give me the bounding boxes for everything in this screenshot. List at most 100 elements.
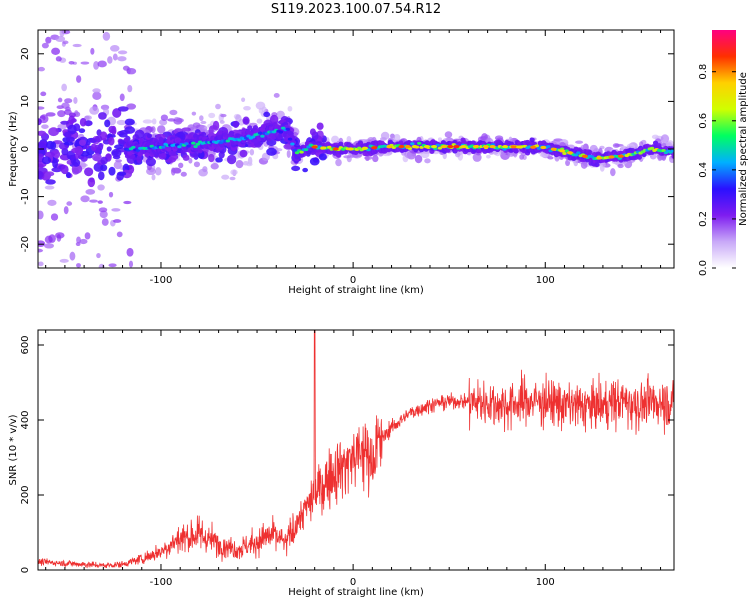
spectrogram-cell bbox=[302, 167, 309, 173]
spectrogram-cell bbox=[180, 171, 187, 177]
spectrogram-cell bbox=[562, 151, 567, 155]
spectrogram-cell bbox=[266, 147, 277, 156]
spectrogram-cell bbox=[41, 156, 52, 165]
spectrogram-cell bbox=[144, 152, 150, 158]
spectrogram-cell bbox=[193, 145, 198, 149]
spectrogram-cell bbox=[84, 167, 94, 177]
spectrogram-cell bbox=[78, 128, 86, 134]
spectrogram-cell bbox=[73, 96, 78, 104]
spectrogram-cell bbox=[286, 149, 291, 158]
spectrogram-cell bbox=[546, 144, 551, 148]
spectrogram-cell bbox=[294, 151, 300, 155]
spectrogram-cell bbox=[44, 171, 55, 177]
spectrogram-cell bbox=[239, 149, 248, 158]
spectrogram-peak bbox=[447, 145, 454, 149]
spectrogram-cell bbox=[246, 162, 253, 167]
spectrogram-cell bbox=[335, 158, 342, 167]
spectrogram-cell bbox=[61, 148, 69, 156]
spectrogram-cell bbox=[261, 106, 267, 113]
colorbar-tick-label: 0.2 bbox=[698, 211, 709, 227]
spectrogram-cell bbox=[417, 141, 422, 145]
spectrogram-cell bbox=[89, 199, 98, 203]
spectrogram-cell bbox=[155, 167, 162, 176]
spectrogram-cell bbox=[76, 75, 82, 83]
spectrogram-cell bbox=[158, 137, 164, 142]
spectrogram-peak bbox=[440, 145, 447, 149]
spectrogram-cell bbox=[316, 122, 324, 130]
spectrogram-y-tick-label: 10 bbox=[20, 95, 31, 108]
spectrogram-cell bbox=[191, 111, 197, 116]
spectrogram-cell bbox=[198, 168, 208, 177]
spectrogram-peak bbox=[320, 146, 327, 150]
spectrogram-cell bbox=[331, 135, 340, 144]
spectrogram-cell bbox=[318, 153, 327, 161]
spectrogram-cell bbox=[670, 149, 674, 153]
spectrogram-cell bbox=[80, 195, 90, 203]
spectrogram-cell bbox=[48, 127, 60, 137]
spectrogram-cell bbox=[304, 148, 309, 152]
spectrogram-cell bbox=[197, 148, 203, 154]
spectrogram-cell bbox=[44, 185, 55, 190]
snr-y-tick-label: 0 bbox=[20, 567, 31, 573]
spectrogram-cell bbox=[380, 131, 390, 140]
spectrogram-cell bbox=[261, 152, 270, 162]
spectrogram-cell bbox=[145, 157, 156, 167]
spectrogram-cell bbox=[242, 116, 250, 125]
snr-plot-frame bbox=[37, 329, 675, 571]
spectrogram-cell bbox=[671, 154, 674, 159]
spectrogram-cell bbox=[44, 243, 55, 249]
colorbar-label: Normalized spectral amplitude bbox=[738, 72, 749, 226]
spectrogram-peak bbox=[386, 145, 393, 149]
snr-x-tick-label: -100 bbox=[150, 577, 173, 588]
snr-y-tick-label: 600 bbox=[20, 335, 31, 354]
spectrogram-cell bbox=[47, 199, 57, 206]
spectrogram-cell bbox=[221, 174, 230, 180]
spectrogram-y-tick-label: 20 bbox=[20, 47, 31, 60]
spectrogram-cell bbox=[171, 150, 177, 156]
spectrogram-cell bbox=[260, 123, 267, 129]
spectrogram-cell bbox=[252, 125, 259, 130]
chart-title: S119.2023.100.07.54.R12 bbox=[270, 2, 442, 17]
spectrogram-cell bbox=[160, 114, 169, 121]
spectrogram-peak bbox=[489, 145, 496, 149]
spectrogram-cell bbox=[547, 156, 554, 160]
spectrogram-cell bbox=[636, 154, 643, 160]
spectrogram-cell bbox=[151, 174, 156, 181]
spectrogram-cell bbox=[580, 144, 587, 150]
spectrogram-cell bbox=[97, 184, 105, 191]
spectrogram-cell bbox=[80, 61, 90, 65]
spectrogram-cell bbox=[38, 210, 44, 220]
spectrogram-cell bbox=[157, 125, 166, 134]
spectrogram-cell bbox=[639, 141, 644, 148]
spectrogram-cell bbox=[123, 137, 129, 143]
spectrogram-cell bbox=[124, 118, 135, 126]
spectrogram-cell bbox=[108, 136, 115, 146]
spectrogram-blobs bbox=[38, 30, 674, 268]
spectrogram-y-tick-label: -20 bbox=[20, 236, 31, 252]
spectrogram-cell bbox=[166, 147, 172, 152]
spectrogram-cell bbox=[87, 177, 96, 188]
spectrogram-peak bbox=[411, 145, 418, 149]
spectrogram-cell bbox=[63, 131, 72, 138]
spectrogram-cell bbox=[93, 60, 100, 70]
spectrogram-cell bbox=[38, 240, 46, 247]
spectrogram-cell bbox=[228, 130, 234, 136]
spectrogram-cell bbox=[97, 200, 103, 204]
spectrogram-cell bbox=[131, 145, 136, 149]
spectrogram-peak bbox=[608, 155, 615, 159]
spectrogram-peak bbox=[566, 151, 573, 155]
spectrogram-cell bbox=[38, 118, 42, 126]
spectrogram-cell bbox=[106, 146, 112, 152]
spectrogram-cell bbox=[84, 232, 91, 240]
colorbar-tick-label: 0.4 bbox=[698, 162, 709, 178]
spectrogram-cell bbox=[513, 148, 519, 154]
spectrogram-peak bbox=[596, 156, 603, 160]
spectrogram-x-tick-label: 100 bbox=[536, 275, 555, 286]
spectrogram-cell bbox=[564, 149, 569, 153]
spectrogram-cell bbox=[74, 145, 84, 156]
spectrogram-cell bbox=[100, 156, 108, 165]
spectrogram-cell bbox=[529, 137, 535, 143]
spectrogram-cell bbox=[494, 135, 504, 141]
spectrogram-cell bbox=[161, 145, 166, 149]
colorbar: 0.0 0.2 0.4 0.6 0.8 Normalized spectral ampli… bbox=[698, 30, 749, 276]
